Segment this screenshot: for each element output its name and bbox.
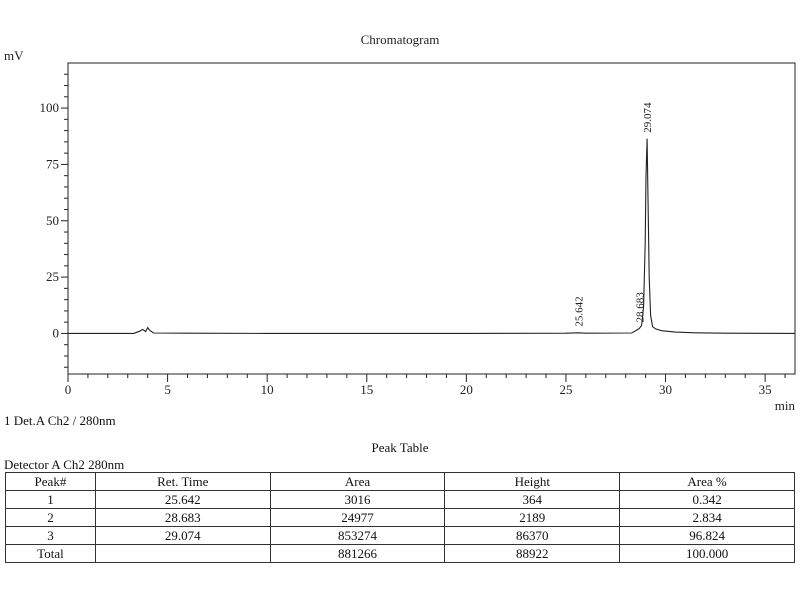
cell-ret-time: 25.642 — [94, 490, 271, 509]
table-row: 3 29.074 853274 86370 96.824 — [5, 526, 795, 545]
x-tick-label: 35 — [759, 382, 772, 397]
x-tick-label: 0 — [65, 382, 72, 397]
cell-peak: 3 — [5, 526, 96, 545]
y-tick-label: 100 — [40, 100, 60, 115]
cell-height: 86370 — [444, 526, 621, 545]
cell-height: 88922 — [444, 544, 621, 563]
cell-area: 881266 — [269, 544, 446, 563]
header-height: Height — [444, 472, 621, 491]
x-tick-label: 25 — [559, 382, 572, 397]
cell-peak: Total — [5, 544, 96, 563]
peak-table-title: Peak Table — [371, 440, 429, 455]
chromatogram-chart: Chromatogram mV min 0 25 50 75 100 0 5 10 15 20 25 30 3… — [4, 32, 796, 413]
table-row: 1 25.642 3016 364 0.342 — [5, 490, 795, 509]
header-peak: Peak# — [5, 472, 96, 491]
cell-area-pct: 100.000 — [619, 544, 795, 563]
header-area-pct: Area % — [619, 472, 795, 491]
cell-area: 853274 — [269, 526, 446, 545]
y-tick-label: 50 — [46, 213, 59, 228]
cell-area-pct: 96.824 — [619, 526, 795, 545]
peak-table-header-row: Peak# Ret. Time Area Height Area % — [5, 472, 795, 491]
detector-label: 1 Det.A Ch2 / 280nm — [4, 413, 116, 428]
chromatogram-trace — [68, 138, 796, 334]
y-axis-label: mV — [4, 48, 24, 63]
table-total-row: Total 881266 88922 100.000 — [5, 544, 795, 563]
x-tick-label: 15 — [360, 382, 373, 397]
cell-height: 364 — [444, 490, 621, 509]
cell-ret-time: 29.074 — [94, 526, 271, 545]
peak-label: 29.074 — [642, 102, 654, 133]
cell-ret-time — [94, 544, 271, 563]
peak-table: Peak# Ret. Time Area Height Area % 1 25.… — [5, 472, 795, 563]
table-row: 2 28.683 24977 2189 2.834 — [5, 508, 795, 527]
cell-height: 2189 — [444, 508, 621, 527]
x-tick-label: 10 — [261, 382, 274, 397]
x-tick-label: 20 — [460, 382, 473, 397]
peak-table-detector: Detector A Ch2 280nm — [4, 457, 125, 472]
cell-area: 24977 — [269, 508, 446, 527]
chart-title: Chromatogram — [361, 32, 440, 47]
cell-peak: 1 — [5, 490, 96, 509]
cell-area-pct: 2.834 — [619, 508, 795, 527]
x-tick-label: 5 — [164, 382, 171, 397]
header-ret-time: Ret. Time — [94, 472, 271, 491]
plot-frame — [67, 62, 796, 375]
cell-area: 3016 — [269, 490, 446, 509]
peak-label: 28.683 — [634, 292, 646, 323]
x-tick-label: 30 — [659, 382, 672, 397]
cell-ret-time: 28.683 — [94, 508, 271, 527]
header-area: Area — [269, 472, 446, 491]
x-axis-label: min — [775, 398, 796, 413]
y-tick-label: 25 — [46, 269, 59, 284]
cell-peak: 2 — [5, 508, 96, 527]
peak-label: 25.642 — [574, 296, 586, 326]
y-tick-label: 75 — [46, 156, 59, 171]
cell-area-pct: 0.342 — [619, 490, 795, 509]
y-tick-label: 0 — [53, 325, 60, 340]
